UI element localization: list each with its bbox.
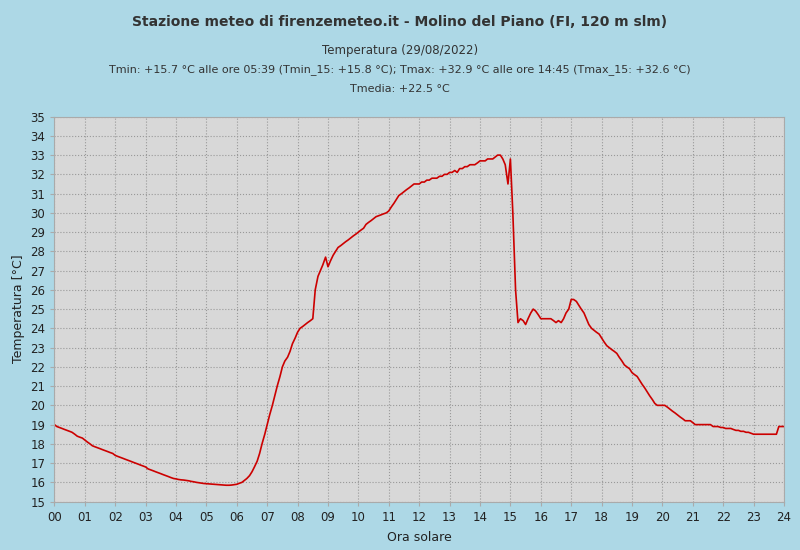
Text: Stazione meteo di firenzemeteo.it - Molino del Piano (FI, 120 m slm): Stazione meteo di firenzemeteo.it - Moli… — [133, 15, 667, 29]
Text: Temperatura (29/08/2022): Temperatura (29/08/2022) — [322, 44, 478, 57]
Text: Tmedia: +22.5 °C: Tmedia: +22.5 °C — [350, 84, 450, 94]
Y-axis label: Temperatura [°C]: Temperatura [°C] — [12, 255, 25, 364]
X-axis label: Ora solare: Ora solare — [387, 531, 451, 543]
Text: Tmin: +15.7 °C alle ore 05:39 (Tmin_15: +15.8 °C); Tmax: +32.9 °C alle ore 14:45: Tmin: +15.7 °C alle ore 05:39 (Tmin_15: … — [109, 64, 691, 75]
